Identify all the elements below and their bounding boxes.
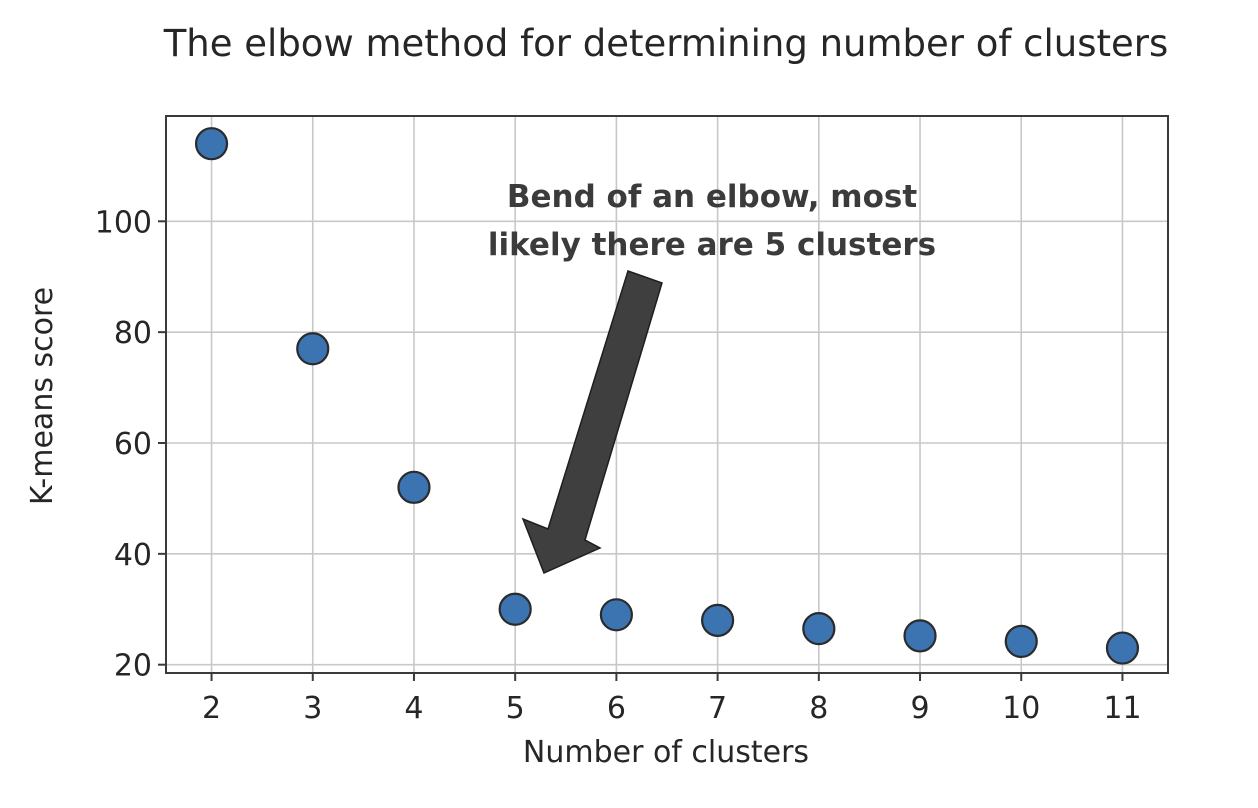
x-tick-label: 10 — [1002, 691, 1040, 726]
y-tick-label: 100 — [95, 205, 152, 240]
x-tick-label: 9 — [910, 691, 929, 726]
annotation: Bend of an elbow, most likely there are … — [488, 179, 936, 575]
x-tick-label: 5 — [506, 691, 525, 726]
y-tick-label: 60 — [114, 427, 152, 462]
data-points — [194, 127, 1140, 665]
y-axis-ticks: 20 40 60 80 100 — [95, 205, 166, 684]
x-tick-label: 3 — [303, 691, 322, 726]
data-point — [397, 470, 431, 504]
x-tick-label: 8 — [809, 691, 828, 726]
annotation-line-1: Bend of an elbow, most — [507, 179, 917, 215]
x-tick-label: 7 — [708, 691, 727, 726]
data-point — [701, 603, 735, 637]
data-point — [498, 592, 532, 626]
y-tick-label: 20 — [114, 649, 152, 684]
x-tick-label: 4 — [404, 691, 423, 726]
x-axis-ticks: 2 3 4 5 6 7 8 9 10 11 — [202, 673, 1142, 726]
plot-area-frame — [165, 115, 1169, 674]
data-point — [599, 598, 633, 632]
x-tick-label: 2 — [202, 691, 221, 726]
annotation-arrow — [521, 270, 663, 575]
data-point — [903, 619, 937, 653]
data-point — [1004, 624, 1038, 659]
chart-title: The elbow method for determining number … — [163, 22, 1169, 65]
annotation-line-2: likely there are 5 clusters — [488, 227, 936, 263]
y-tick-label: 40 — [114, 538, 152, 573]
x-axis-label: Number of clusters — [523, 735, 809, 770]
x-tick-label: 11 — [1103, 691, 1141, 726]
data-point — [802, 612, 836, 646]
data-point — [1105, 631, 1140, 665]
data-point — [296, 332, 330, 366]
y-tick-label: 80 — [114, 316, 152, 351]
x-tick-label: 6 — [607, 691, 626, 726]
data-point — [194, 127, 229, 161]
y-axis-label: K-means score — [25, 287, 60, 505]
